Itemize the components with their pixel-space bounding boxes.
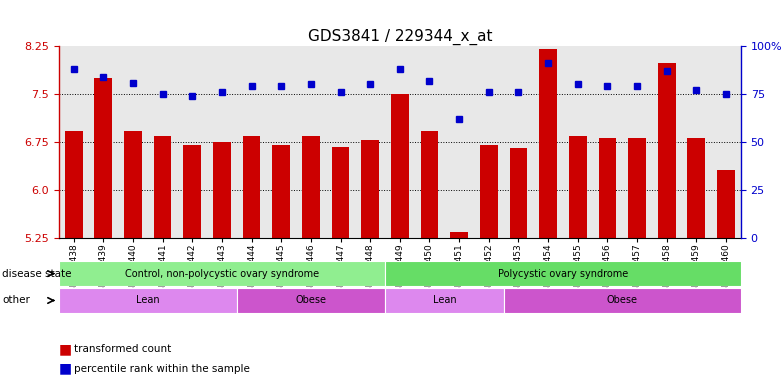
Text: Control, non-polycystic ovary syndrome: Control, non-polycystic ovary syndrome	[125, 268, 319, 279]
Bar	[628, 137, 646, 238]
Text: percentile rank within the sample: percentile rank within the sample	[74, 364, 250, 374]
Bar	[385, 261, 741, 286]
Text: Obese: Obese	[296, 295, 326, 306]
Bar	[480, 145, 498, 238]
Text: disease state: disease state	[2, 268, 72, 279]
Bar	[510, 149, 528, 238]
Text: ■: ■	[59, 343, 72, 356]
Bar	[183, 145, 201, 238]
Bar	[688, 137, 706, 238]
Text: Polycystic ovary syndrome: Polycystic ovary syndrome	[498, 268, 628, 279]
Text: Lean: Lean	[136, 295, 160, 306]
Bar	[717, 170, 735, 238]
Bar	[598, 137, 616, 238]
Bar	[243, 136, 260, 238]
Bar	[94, 78, 112, 238]
Text: other: other	[2, 295, 31, 306]
Bar	[59, 261, 385, 286]
Bar	[302, 136, 320, 238]
Bar	[59, 288, 237, 313]
Bar	[385, 288, 503, 313]
Bar	[450, 232, 468, 238]
Text: Lean: Lean	[433, 295, 456, 306]
Bar	[332, 147, 350, 238]
Bar	[213, 142, 230, 238]
Bar	[124, 131, 142, 238]
Bar	[569, 136, 586, 238]
Bar	[391, 94, 408, 238]
Title: GDS3841 / 229344_x_at: GDS3841 / 229344_x_at	[307, 28, 492, 45]
Bar	[237, 288, 385, 313]
Bar	[272, 145, 290, 238]
Bar	[539, 49, 557, 238]
Bar	[154, 136, 172, 238]
Bar	[361, 140, 379, 238]
Bar	[65, 131, 82, 238]
Text: ■: ■	[59, 362, 72, 376]
Text: Obese: Obese	[607, 295, 637, 306]
Bar	[503, 288, 741, 313]
Bar	[658, 63, 676, 238]
Text: transformed count: transformed count	[74, 344, 172, 354]
Bar	[420, 131, 438, 238]
